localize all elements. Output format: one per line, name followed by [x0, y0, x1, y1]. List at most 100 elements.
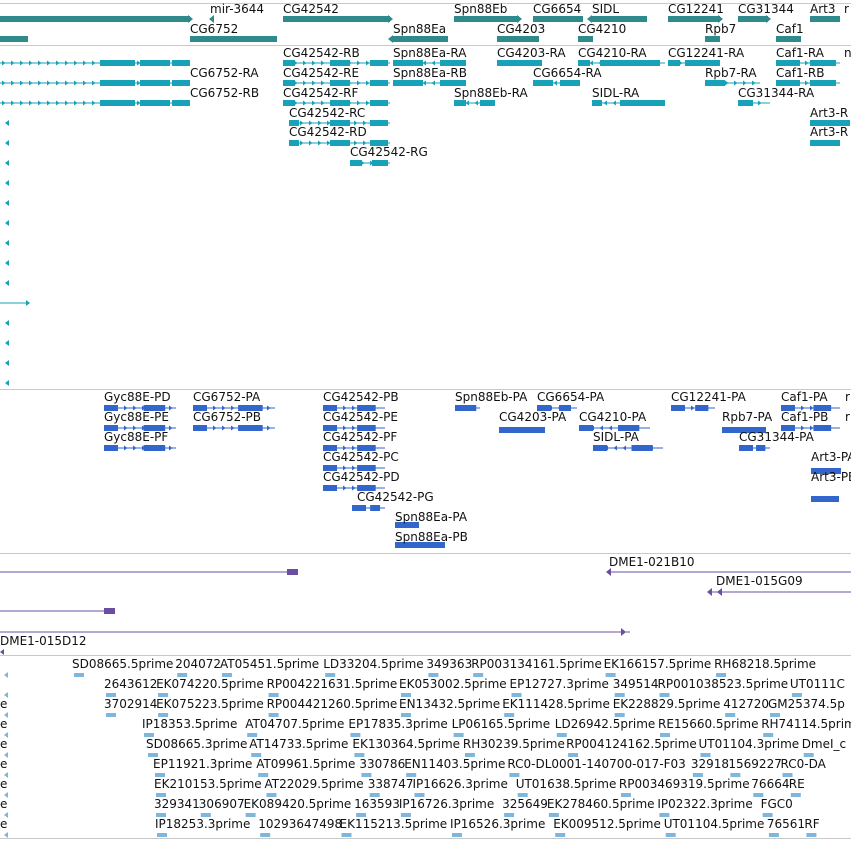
est-label[interactable]: RH30239.5prime	[462, 737, 565, 751]
est-label[interactable]: LD33204.5prime	[323, 657, 424, 671]
est-label[interactable]: 306907	[198, 797, 245, 811]
est-label[interactable]: IP16726.3prime	[398, 797, 495, 811]
transcript-label[interactable]: CG31344-RA	[738, 86, 815, 100]
est-label[interactable]: RE15660.5prime	[658, 717, 759, 731]
est-label[interactable]: AT09961.5prime	[256, 757, 356, 771]
transcript-label[interactable]: Art3-R	[810, 106, 849, 120]
protein-label[interactable]: CG42542-PG	[357, 490, 434, 504]
transcript-label[interactable]: CG12241-RA	[668, 46, 745, 60]
est-label[interactable]: UT0111C	[789, 677, 845, 691]
protein-label[interactable]: Art3-PA	[811, 450, 851, 464]
transcript-label[interactable]: SIDL-RA	[592, 86, 640, 100]
est-label[interactable]: 325649	[502, 797, 548, 811]
est-label[interactable]: EK075223.5prime	[156, 697, 264, 711]
gene-label[interactable]: Spn88Eb	[454, 2, 508, 16]
protein-label[interactable]: CG42542-PC	[323, 450, 399, 464]
protein-label[interactable]: CG6654-PA	[537, 390, 605, 404]
est-label[interactable]: RH68218.5prime	[714, 657, 817, 671]
est-label[interactable]: 10293647498	[258, 817, 343, 831]
transcript-label[interactable]: Rpb7-RA	[705, 66, 757, 80]
transcript-label[interactable]: CG6752-RB	[190, 86, 260, 100]
est-label[interactable]: e	[0, 797, 8, 811]
est-label[interactable]: UT01104.3prime	[698, 737, 800, 751]
est-label[interactable]: EP12727.3prime	[509, 677, 609, 691]
est-label[interactable]: RP003469319.5prime	[618, 777, 750, 791]
est-label[interactable]: EK053002.5prime	[399, 677, 507, 691]
est-label[interactable]: GM25374.5p	[768, 697, 845, 711]
bac-label[interactable]: DME1-015G09	[716, 574, 803, 588]
est-label[interactable]: EK111428.5prime	[502, 697, 610, 711]
est-label[interactable]: EK228829.5prime	[612, 697, 721, 711]
protein-label[interactable]: CG6752-PB	[193, 410, 262, 424]
protein-label[interactable]: Rpb7-PA	[722, 410, 773, 424]
est-label[interactable]: 412720	[723, 697, 769, 711]
est-label[interactable]: EN11403.5prime	[404, 757, 506, 771]
est-label[interactable]: 76561	[766, 817, 806, 831]
gene-label[interactable]: Art3	[810, 2, 836, 16]
est-label[interactable]: RH74114.5prim	[761, 717, 851, 731]
est-label[interactable]: IP18253.3prime	[155, 817, 251, 831]
est-label[interactable]: e	[0, 697, 8, 711]
est-label[interactable]: EK089420.5prime	[243, 797, 352, 811]
gene-label[interactable]: CG42542	[283, 2, 339, 16]
protein-label[interactable]: r	[845, 390, 850, 404]
est-label[interactable]: 330786	[359, 757, 406, 771]
est-label[interactable]: EK115213.5prime	[339, 817, 448, 831]
est-label[interactable]: AT04707.5prime	[245, 717, 345, 731]
est-label[interactable]: 349514	[612, 677, 659, 691]
gene-label[interactable]: CG4203	[497, 22, 546, 36]
protein-label[interactable]: Spn88Ea-PB	[395, 530, 468, 544]
est-label[interactable]: IP16626.3prime	[412, 777, 508, 791]
gene-label[interactable]: CG6752	[190, 22, 239, 36]
gene-label[interactable]: CG4210	[578, 22, 627, 36]
est-label[interactable]: EK009512.5prime	[553, 817, 661, 831]
gene-label[interactable]: Spn88Ea	[393, 22, 447, 36]
est-label[interactable]: EK210153.5prime	[154, 777, 262, 791]
transcript-label[interactable]: n	[844, 46, 851, 60]
est-label[interactable]: SD08665.5prime	[72, 657, 174, 671]
protein-label[interactable]: CG4203-PA	[499, 410, 567, 424]
transcript-label[interactable]: CG6654-RA	[533, 66, 602, 80]
est-label[interactable]: 32918	[690, 757, 730, 771]
protein-label[interactable]: Caf1-PB	[781, 410, 829, 424]
est-label[interactable]: EK074220.5prime	[156, 677, 264, 691]
protein-label[interactable]: CG31344-PA	[739, 430, 814, 444]
est-label[interactable]: AT22029.5prime	[264, 777, 364, 791]
est-label[interactable]: 349363	[426, 657, 473, 671]
protein-label[interactable]: CG42542-PB	[323, 390, 399, 404]
est-label[interactable]: RP001038523.5prime	[657, 677, 789, 691]
transcript-label[interactable]: CG42542-RB	[283, 46, 360, 60]
gene-label[interactable]: SIDL	[592, 2, 620, 16]
est-label[interactable]: UT01104.5prime	[663, 817, 765, 831]
est-label[interactable]: EK278460.5prime	[546, 797, 655, 811]
transcript-label[interactable]: Spn88Ea-RA	[393, 46, 467, 60]
protein-label[interactable]: CG42542-PE	[323, 410, 398, 424]
est-label[interactable]: EN13432.5prime	[399, 697, 501, 711]
est-label[interactable]: RF	[804, 817, 820, 831]
protein-label[interactable]: Gyc88E-PD	[104, 390, 171, 404]
transcript-label[interactable]: CG6752-RA	[190, 66, 259, 80]
est-label[interactable]: e	[0, 817, 8, 831]
est-label[interactable]: RP004421260.5prime	[266, 697, 398, 711]
protein-label[interactable]: CG4210-PA	[579, 410, 647, 424]
est-label[interactable]: RP004221631.5prime	[266, 677, 398, 691]
transcript-label[interactable]: Caf1-RA	[776, 46, 824, 60]
transcript-label[interactable]: Spn88Ea-RB	[393, 66, 467, 80]
est-label[interactable]: 3702914	[104, 697, 158, 711]
est-label[interactable]: 163593	[354, 797, 400, 811]
protein-label[interactable]: Art3-PB	[811, 470, 851, 484]
protein-label[interactable]: r	[845, 410, 850, 424]
est-label[interactable]: e	[0, 737, 8, 751]
est-label[interactable]: UT01638.5prime	[515, 777, 617, 791]
protein-label[interactable]: CG6752-PA	[193, 390, 261, 404]
transcript-label[interactable]: Art3-R	[810, 125, 849, 139]
gene-label[interactable]: Caf1	[776, 22, 804, 36]
est-label[interactable]: e	[0, 717, 8, 731]
est-label[interactable]: IP02322.3prime	[657, 797, 753, 811]
est-label[interactable]: e	[0, 757, 8, 771]
transcript-label[interactable]: Caf1-RB	[776, 66, 825, 80]
est-label[interactable]: EK130364.5prime	[352, 737, 461, 751]
protein-label[interactable]: CG12241-PA	[671, 390, 746, 404]
protein-label[interactable]: Caf1-PA	[781, 390, 828, 404]
transcript-label[interactable]: Spn88Eb-RA	[454, 86, 528, 100]
